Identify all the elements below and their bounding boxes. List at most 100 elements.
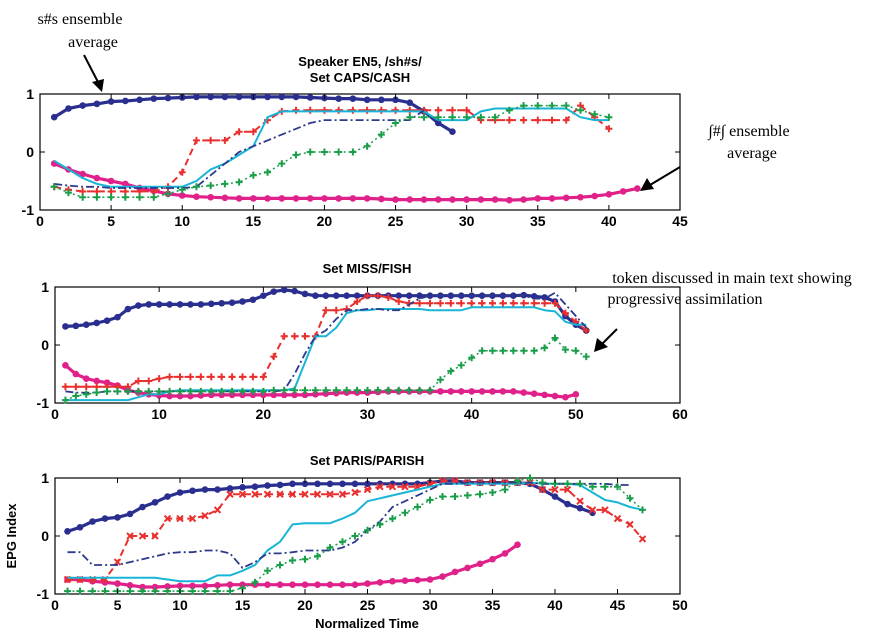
data-point <box>239 387 246 395</box>
data-point <box>249 296 257 304</box>
data-point <box>64 587 71 595</box>
data-point <box>251 490 259 498</box>
data-point <box>561 346 569 354</box>
data-point <box>332 292 340 300</box>
data-point <box>378 96 385 104</box>
data-point <box>189 587 196 595</box>
data-point <box>626 494 634 502</box>
data-point <box>164 583 171 590</box>
data-point <box>392 196 399 203</box>
x-tick-label: 35 <box>530 213 546 229</box>
data-point <box>276 481 284 489</box>
x-tick-label: 30 <box>459 213 475 229</box>
data-point <box>264 168 272 176</box>
annotation-token-progressive: token discussed in main text showing pro… <box>594 270 852 352</box>
x-tick-label: 30 <box>360 406 376 422</box>
data-point <box>351 581 359 589</box>
data-point <box>520 389 528 396</box>
data-point <box>226 581 234 589</box>
data-point <box>322 306 330 314</box>
data-point <box>166 392 173 400</box>
data-point <box>514 541 521 548</box>
data-point <box>457 361 465 369</box>
series-darkblue-dashdot <box>67 481 630 569</box>
data-point <box>124 305 132 313</box>
data-point <box>530 299 538 307</box>
data-point <box>278 195 286 202</box>
data-point <box>477 113 485 121</box>
data-point <box>426 386 434 394</box>
data-point <box>451 493 459 501</box>
data-point <box>530 390 538 398</box>
data-point <box>326 544 334 552</box>
y-tick-label: 1 <box>26 86 34 102</box>
x-tick-label: 60 <box>672 406 688 422</box>
data-point <box>436 376 444 384</box>
x-tick-label: 20 <box>317 213 333 229</box>
tick-group: 0 10 20 30 40 50 60-101 <box>37 279 688 422</box>
data-point <box>401 509 409 517</box>
data-point <box>264 195 271 202</box>
data-point <box>64 528 71 535</box>
data-point <box>193 93 200 101</box>
data-point <box>364 386 371 394</box>
data-point <box>538 485 547 494</box>
annotation-arrow-shaft <box>83 54 100 85</box>
data-point <box>392 119 400 127</box>
data-point <box>572 347 580 355</box>
data-point <box>491 113 499 121</box>
data-point <box>126 510 134 518</box>
x-tick-label: 45 <box>610 597 626 613</box>
data-point <box>312 292 319 300</box>
series-red-x <box>63 477 647 584</box>
data-point <box>491 196 499 203</box>
data-point <box>534 102 542 110</box>
data-point <box>76 587 84 595</box>
data-point <box>591 192 598 200</box>
series-line <box>65 306 587 402</box>
data-point <box>541 294 548 301</box>
data-point <box>176 489 184 496</box>
data-point <box>150 95 158 102</box>
data-point <box>291 332 299 340</box>
data-point <box>221 136 229 144</box>
data-point <box>292 93 300 101</box>
data-point <box>260 292 267 300</box>
y-axis-label: EPG Index <box>4 503 19 569</box>
data-point <box>577 193 584 201</box>
series-line <box>53 162 638 202</box>
data-point <box>514 477 521 485</box>
x-tick-label: 50 <box>672 597 688 613</box>
data-point <box>226 490 234 498</box>
data-point <box>509 347 517 355</box>
data-point <box>363 195 371 202</box>
data-point <box>489 555 496 563</box>
data-point <box>313 490 322 498</box>
data-point <box>426 576 434 583</box>
data-point <box>114 387 121 395</box>
data-point <box>301 290 309 298</box>
data-point <box>420 113 428 121</box>
data-point <box>526 474 534 482</box>
series-darkblue-dashdot <box>65 291 587 394</box>
data-point <box>551 392 559 400</box>
series-magenta <box>50 160 641 204</box>
arrow-head-icon <box>640 178 654 191</box>
data-point <box>238 490 247 498</box>
x-tick-label: 10 <box>151 406 167 422</box>
x-tick-label: 40 <box>547 597 563 613</box>
data-point <box>107 98 115 105</box>
data-point <box>193 193 200 200</box>
series-group <box>50 93 641 204</box>
data-point <box>166 387 174 395</box>
series-darkblue-dashdot <box>54 109 425 189</box>
data-point <box>349 148 357 156</box>
data-point <box>178 168 186 176</box>
data-point <box>50 113 58 121</box>
data-point <box>76 524 84 531</box>
data-point <box>401 577 409 584</box>
data-point <box>376 520 384 528</box>
data-point <box>576 480 584 488</box>
data-point <box>478 388 486 395</box>
